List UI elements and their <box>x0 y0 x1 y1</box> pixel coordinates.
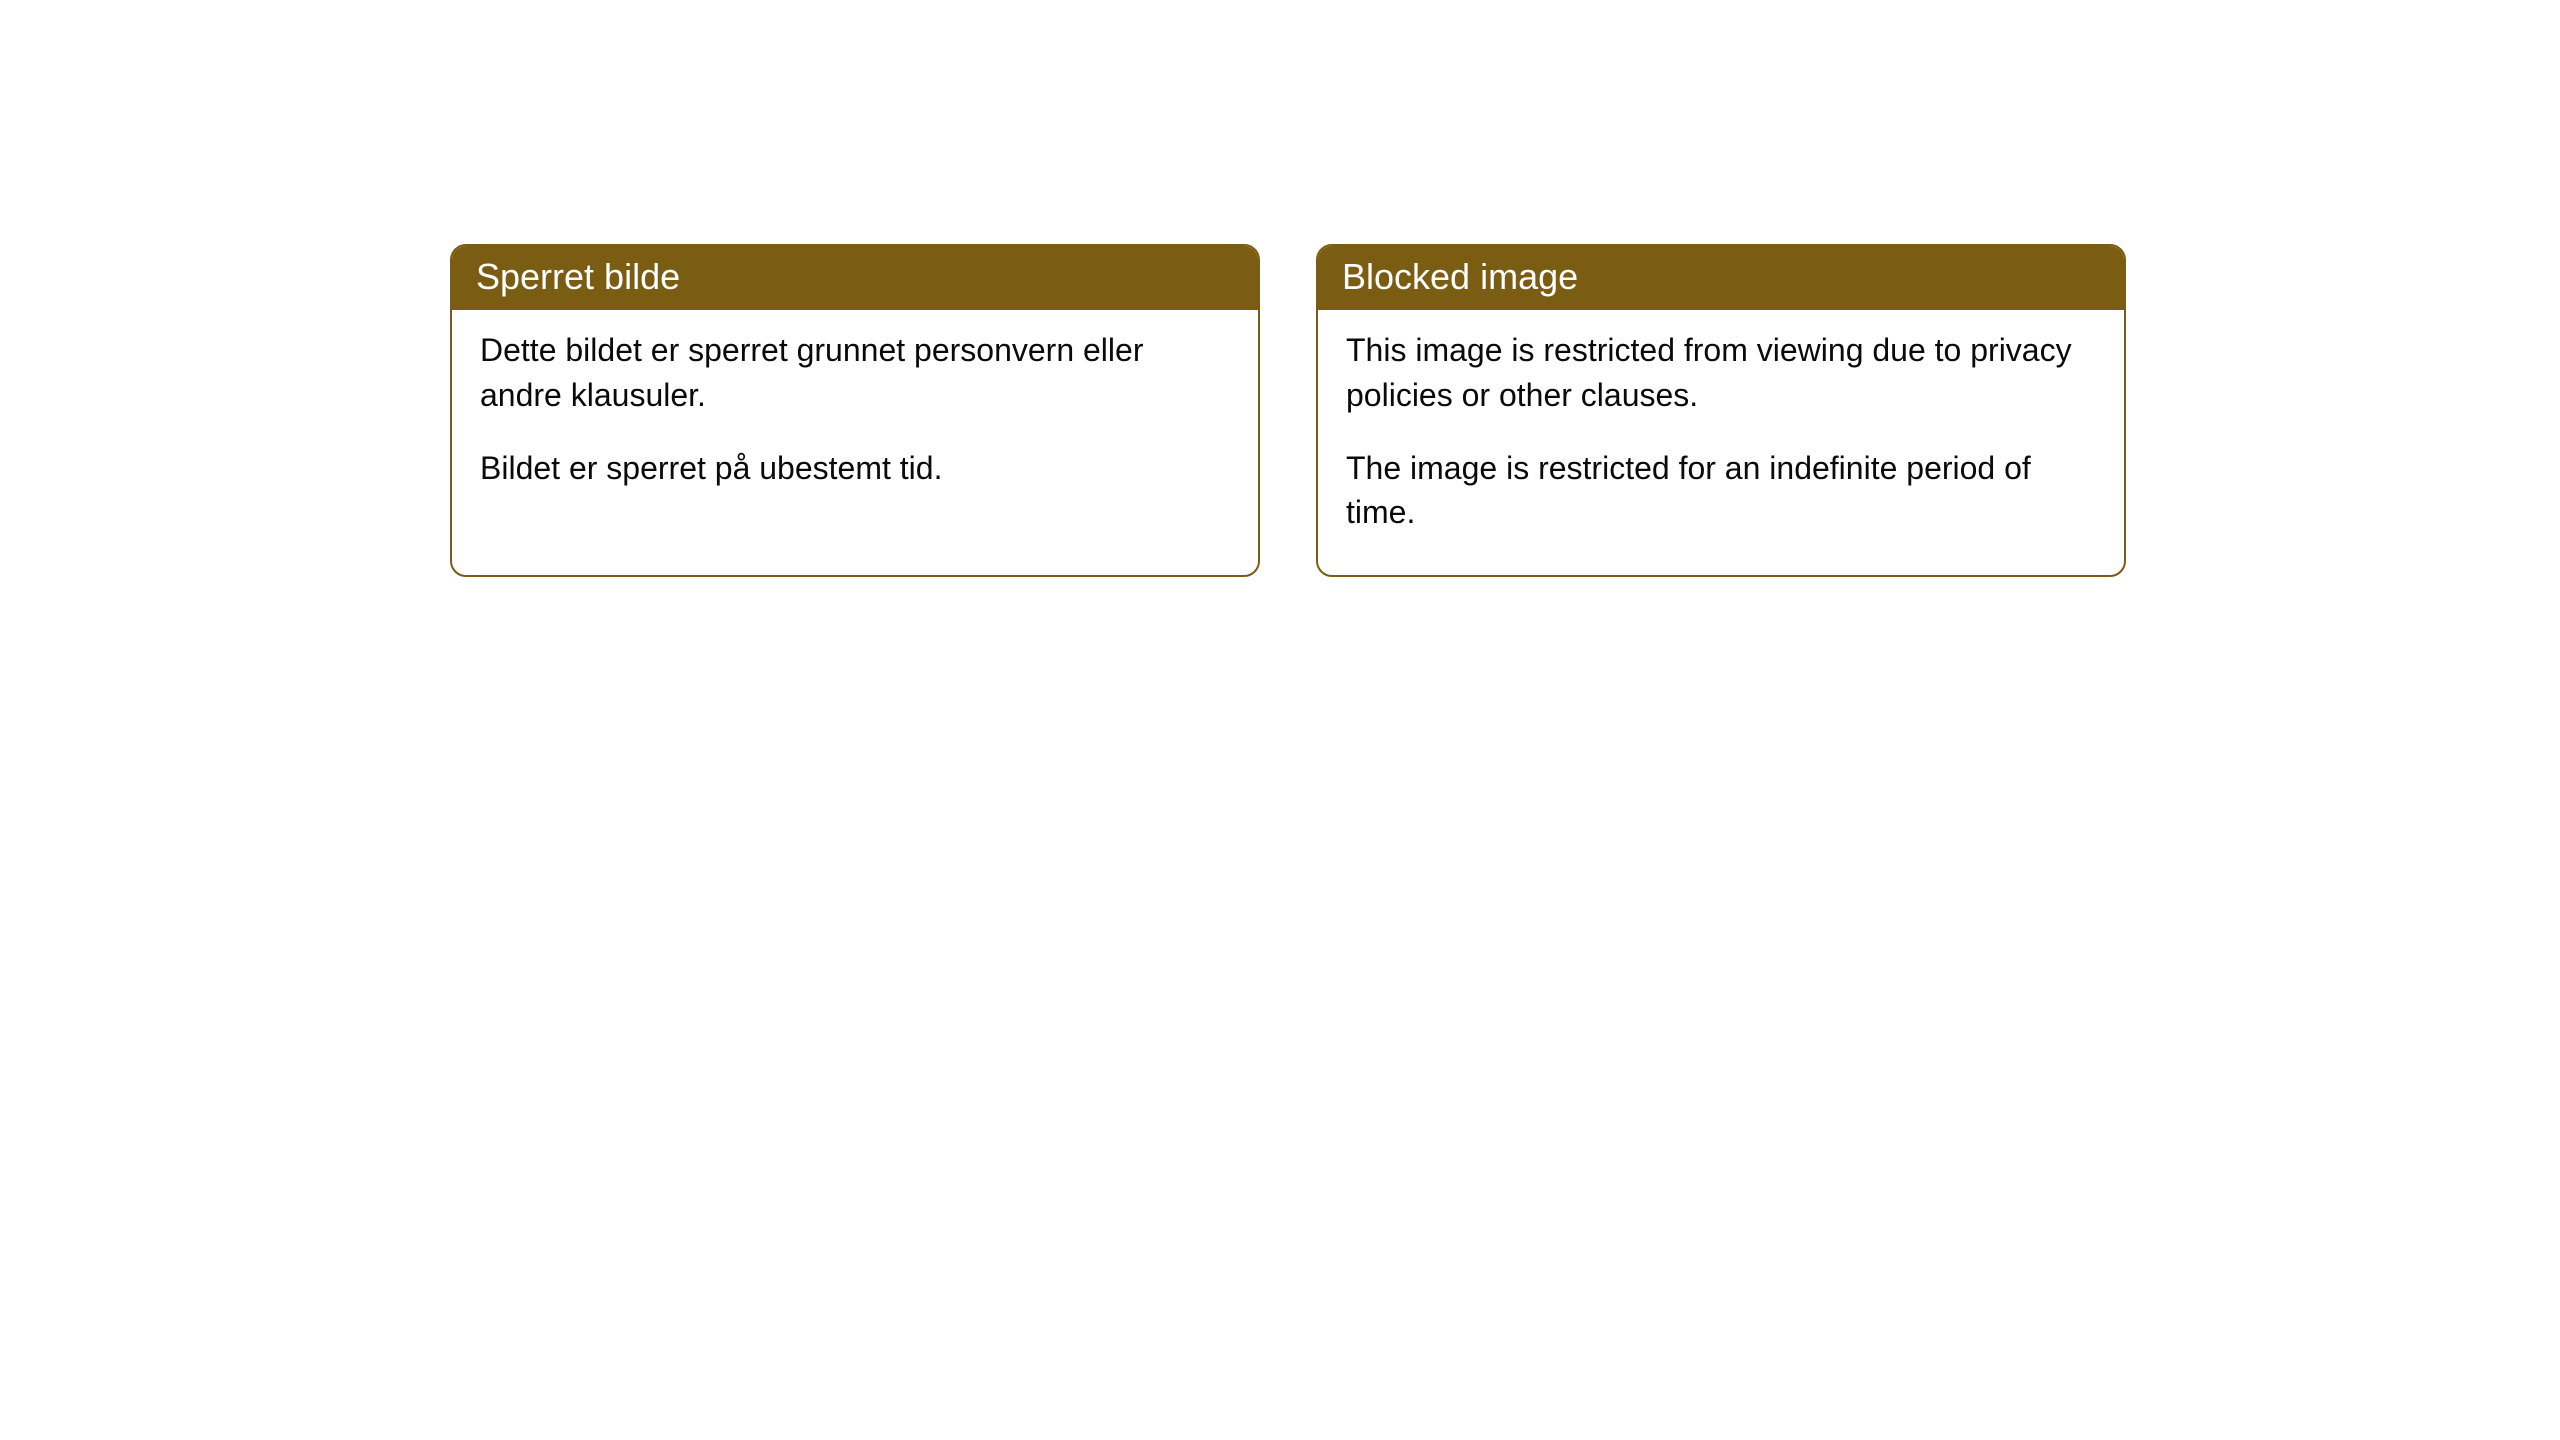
notice-cards-container: Sperret bilde Dette bildet er sperret gr… <box>450 244 2560 577</box>
card-paragraph: Dette bildet er sperret grunnet personve… <box>480 328 1232 418</box>
card-title: Sperret bilde <box>476 256 680 297</box>
notice-card-norwegian: Sperret bilde Dette bildet er sperret gr… <box>450 244 1260 577</box>
notice-card-english: Blocked image This image is restricted f… <box>1316 244 2126 577</box>
card-paragraph: Bildet er sperret på ubestemt tid. <box>480 446 1232 491</box>
card-paragraph: The image is restricted for an indefinit… <box>1346 446 2098 536</box>
card-paragraph: This image is restricted from viewing du… <box>1346 328 2098 418</box>
card-header: Blocked image <box>1318 246 2124 310</box>
card-body: This image is restricted from viewing du… <box>1318 310 2124 575</box>
card-body: Dette bildet er sperret grunnet personve… <box>452 310 1258 530</box>
card-title: Blocked image <box>1342 256 1578 297</box>
card-header: Sperret bilde <box>452 246 1258 310</box>
